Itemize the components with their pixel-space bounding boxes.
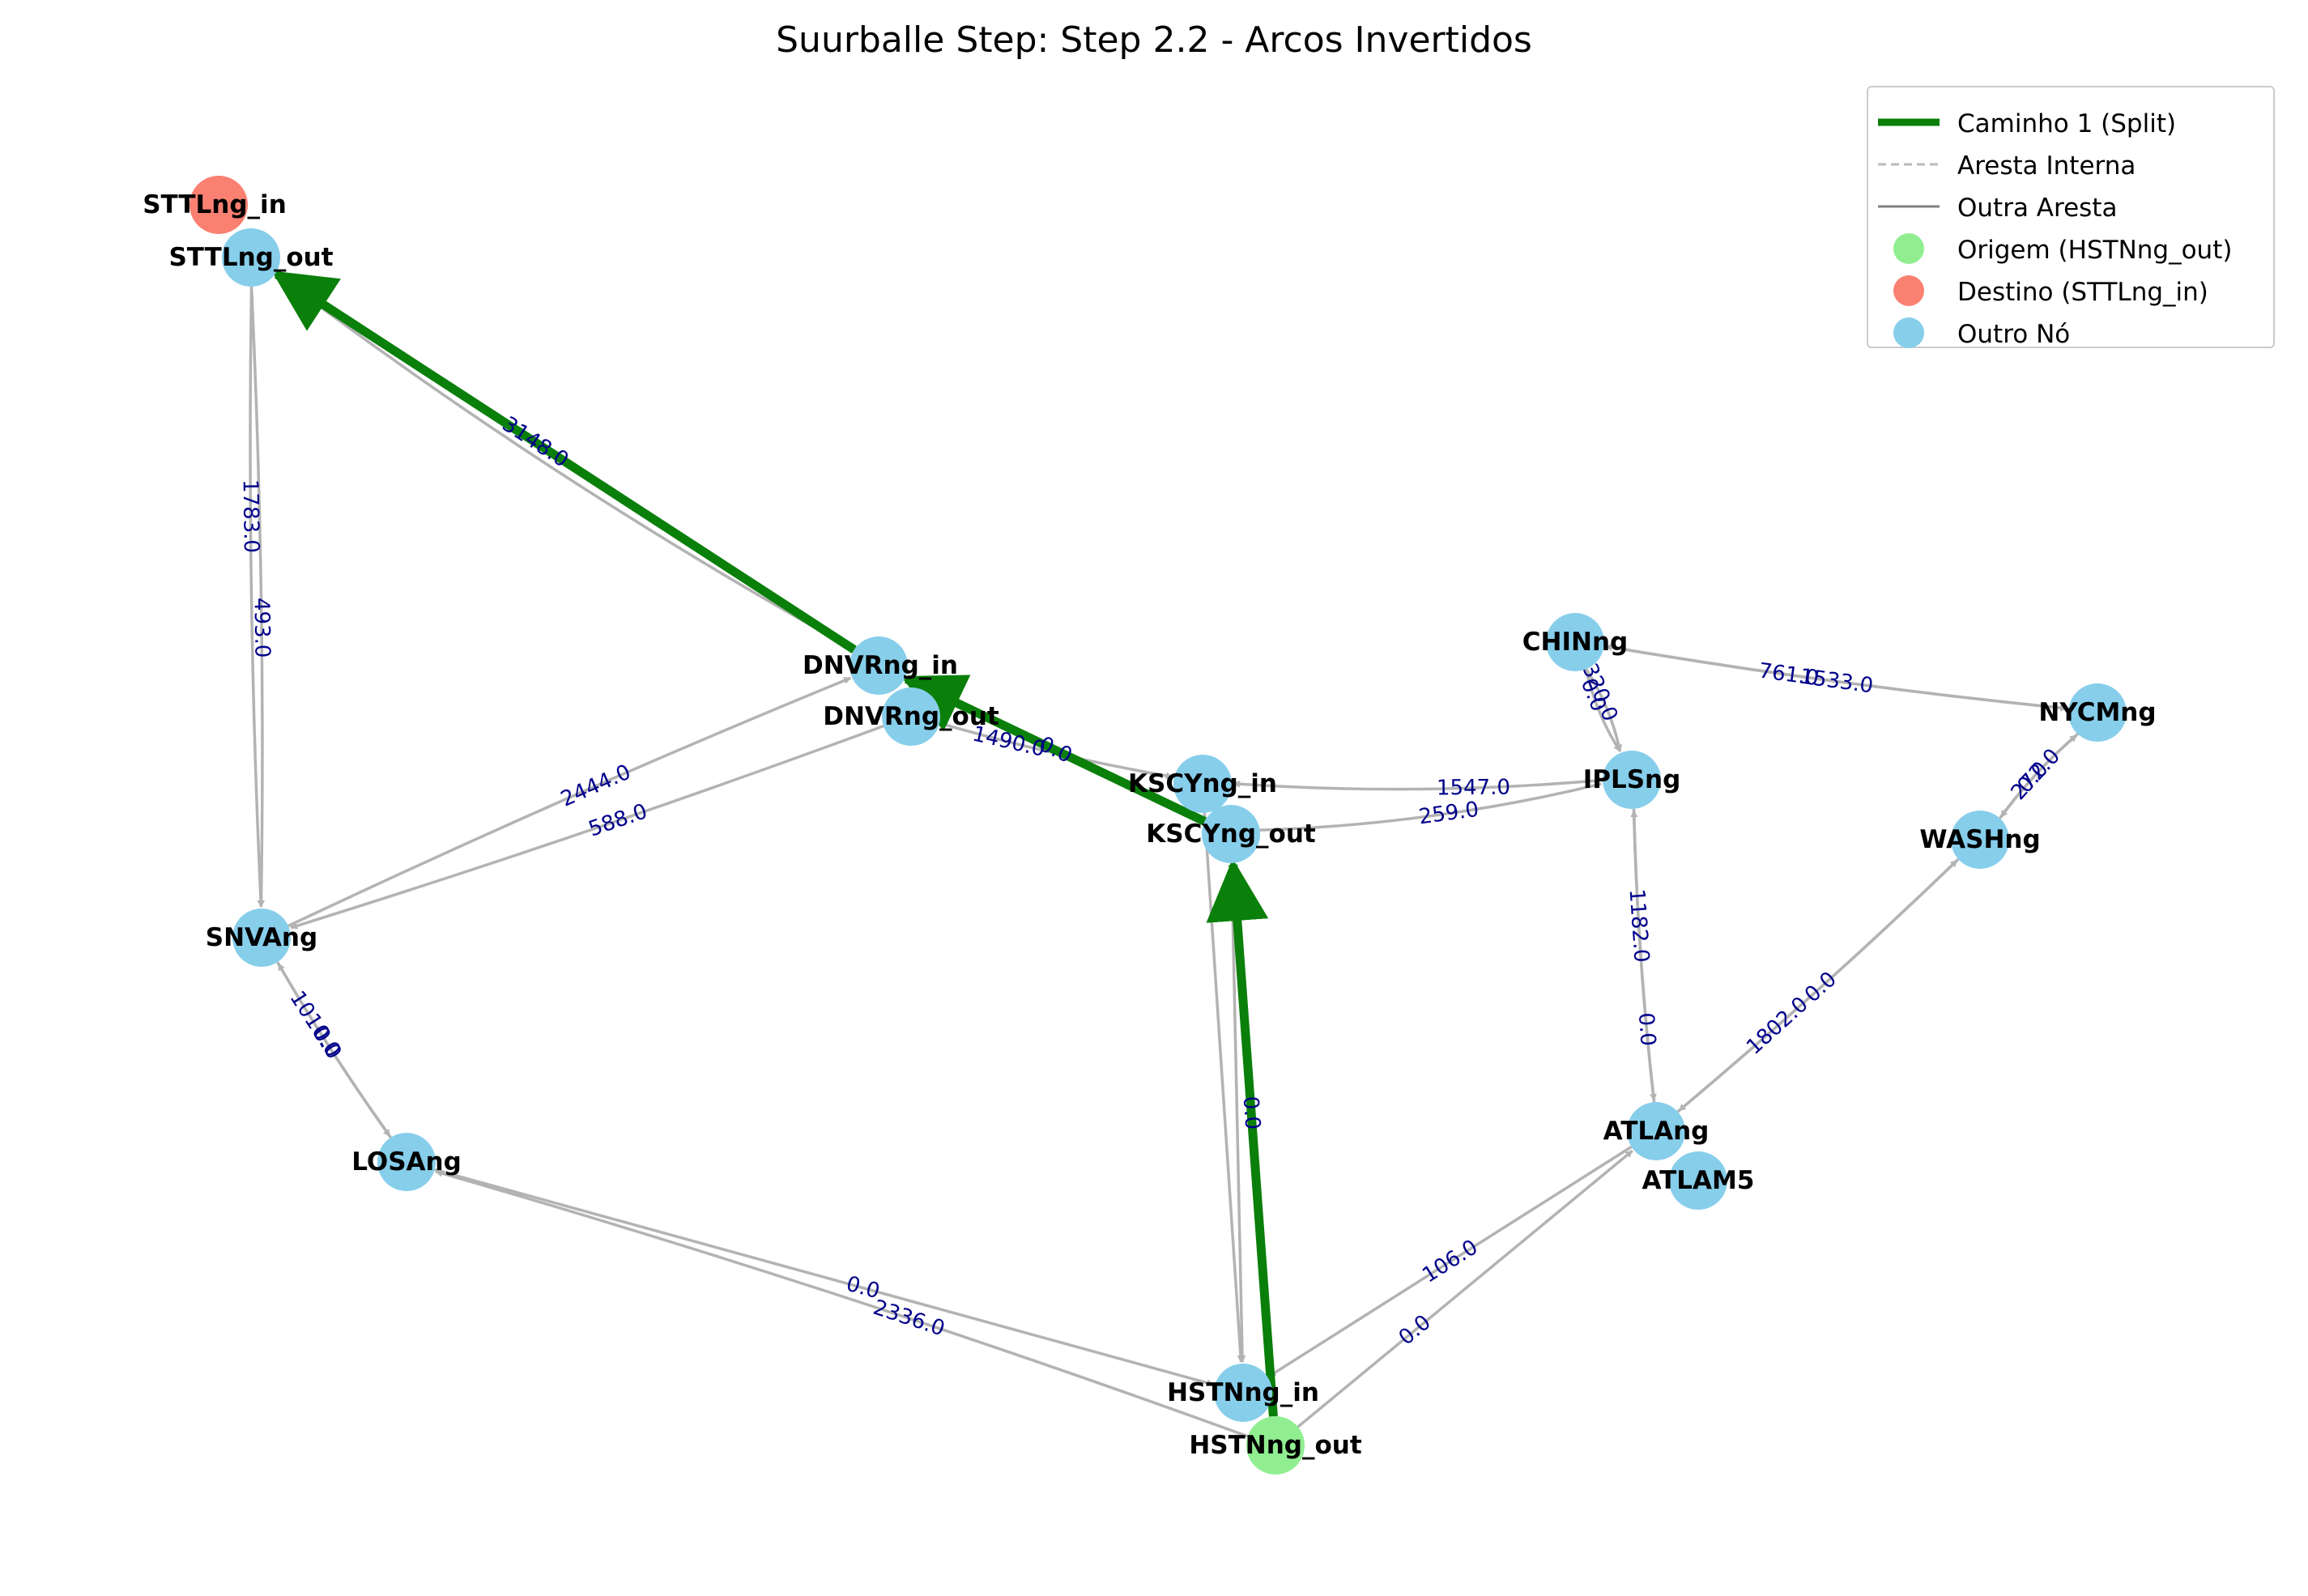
node-label: STTLng_in — [143, 190, 287, 219]
legend-item: Destino (STTLng_in) — [1868, 270, 2273, 311]
legend-circle-icon — [1893, 275, 1924, 306]
graph-edge — [277, 963, 392, 1138]
edge-weight-label: 1783.0 — [238, 479, 263, 553]
graph-edge — [1230, 862, 1246, 1363]
node-label: KSCYng_out — [1146, 819, 1316, 849]
node-nycmng — [2068, 683, 2127, 742]
node-label: ATLAng — [1603, 1117, 1710, 1146]
graph-edge — [1678, 858, 1960, 1112]
path-edge — [271, 270, 857, 653]
graph-edge — [249, 286, 266, 908]
node-hstnng-in — [1214, 1364, 1272, 1422]
edge-labels-layer: 3148.01783.0493.0588.02444.01490.01547.0… — [238, 412, 2066, 1351]
graph-edge — [434, 1168, 1215, 1387]
node-chinng — [1546, 613, 1604, 671]
node-label: KSCYng_in — [1128, 769, 1277, 798]
legend-item: Outro Nó — [1868, 313, 2273, 353]
edge-weight-label: 493.0 — [249, 598, 274, 658]
diagram-title: Suurballe Step: Step 2.2 - Arcos Inverti… — [776, 19, 1532, 61]
node-snvang — [232, 909, 291, 967]
node-kscyng-out — [1202, 805, 1260, 863]
node-iplsng — [1603, 751, 1661, 809]
path-layer — [271, 270, 1278, 1417]
legend-item: Caminho 1 (Split) — [1868, 102, 2273, 143]
node-label: NYCMng — [2038, 698, 2156, 727]
node-kscyng-in — [1173, 755, 1232, 813]
legend-label: Outro Nó — [1957, 320, 2071, 349]
graph-edge — [1999, 734, 2078, 819]
legend-dashed-line-icon — [1878, 163, 1940, 166]
path-edge — [901, 675, 1207, 826]
edge-weight-label: 3148.0 — [498, 412, 573, 473]
node-labels-layer: STTLng_in STTLng_out DNVRng_in DNVRng_out KS… — [143, 190, 2156, 1460]
edge-weight-label: 259.0 — [1417, 798, 1480, 830]
node-label: WASHng — [1919, 825, 2040, 854]
edge-weight-label: 1182.0 — [1625, 888, 1654, 964]
node-label: ATLAM5 — [1642, 1166, 1755, 1195]
edge-weight-label: 1533.0 — [1799, 665, 1875, 699]
legend-item: Outra Aresta — [1868, 186, 2273, 227]
nodes-layer — [189, 176, 2127, 1475]
graph-edge — [275, 272, 854, 650]
node-dnvrng-in — [850, 636, 908, 695]
legend-label: Destino (STTLng_in) — [1957, 278, 2208, 307]
graph-edge — [1584, 668, 1622, 752]
graph-edge — [290, 724, 884, 930]
legend-label: Outra Aresta — [1957, 194, 2118, 223]
legend-label: Caminho 1 (Split) — [1957, 109, 2177, 138]
node-label: HSTNng_out — [1189, 1431, 1361, 1460]
legend-solid-line-icon — [1878, 205, 1940, 208]
node-label: CHINng — [1522, 628, 1628, 657]
edge-weight-label: 588.0 — [586, 799, 650, 841]
node-label: SNVAng — [206, 923, 317, 952]
path-edge — [1206, 858, 1278, 1417]
legend-circle-icon — [1893, 317, 1924, 348]
node-hstnng-out — [1246, 1416, 1305, 1475]
node-label: LOSAng — [351, 1147, 462, 1177]
legend-item: Origem (HSTNng_out) — [1868, 228, 2273, 269]
graph-edge — [1585, 668, 1623, 752]
legend: Caminho 1 (Split) Aresta Interna Outra Are… — [1867, 86, 2275, 349]
edges-layer — [249, 272, 2079, 1438]
node-label: IPLSng — [1583, 765, 1681, 794]
graph-edge — [1233, 778, 1603, 791]
node-label: STTLng_out — [168, 243, 333, 272]
node-label: DNVRng_out — [823, 702, 999, 731]
edge-weight-label: 272.0 — [2007, 744, 2066, 805]
node-losang — [377, 1133, 436, 1191]
legend-circle-icon — [1893, 233, 1924, 264]
edge-weight-label: 2336.0 — [870, 1296, 947, 1342]
edge-weight-label: 106.0 — [1418, 1235, 1482, 1287]
graph-edge — [435, 1169, 1249, 1438]
graph-edge — [1268, 1145, 1633, 1378]
node-sttlng-out — [222, 228, 280, 287]
graph-edge — [249, 286, 265, 908]
legend-label: Aresta Interna — [1957, 151, 2136, 181]
edge-weight-label: 2444.0 — [557, 760, 634, 811]
edge-weight-label: 0.0 — [1395, 1310, 1436, 1350]
edge-weight-label: 1802.0 — [1742, 992, 1813, 1059]
graph-edge — [1259, 781, 1603, 832]
node-atlam5 — [1669, 1151, 1727, 1210]
legend-label: Origem (HSTNng_out) — [1957, 236, 2233, 265]
legend-item: Aresta Interna — [1868, 144, 2273, 185]
edge-weight-label: 0.0 — [1633, 1012, 1660, 1047]
graph-edge — [1630, 810, 1656, 1103]
node-label: DNVRng_in — [803, 651, 958, 680]
edge-weight-label: 0.0 — [1238, 1096, 1265, 1130]
graph-edge — [1604, 644, 2069, 710]
edge-weight-label: 1547.0 — [1437, 776, 1510, 801]
node-atlang — [1627, 1102, 1685, 1160]
graph-edge — [287, 676, 852, 928]
legend-thick-line-icon — [1878, 118, 1940, 126]
node-dnvrng-out — [882, 687, 940, 746]
node-sttlng-in — [189, 176, 248, 234]
node-label: HSTNng_in — [1167, 1378, 1319, 1407]
node-washng — [1951, 811, 2009, 869]
graph-edge — [1297, 1149, 1633, 1428]
